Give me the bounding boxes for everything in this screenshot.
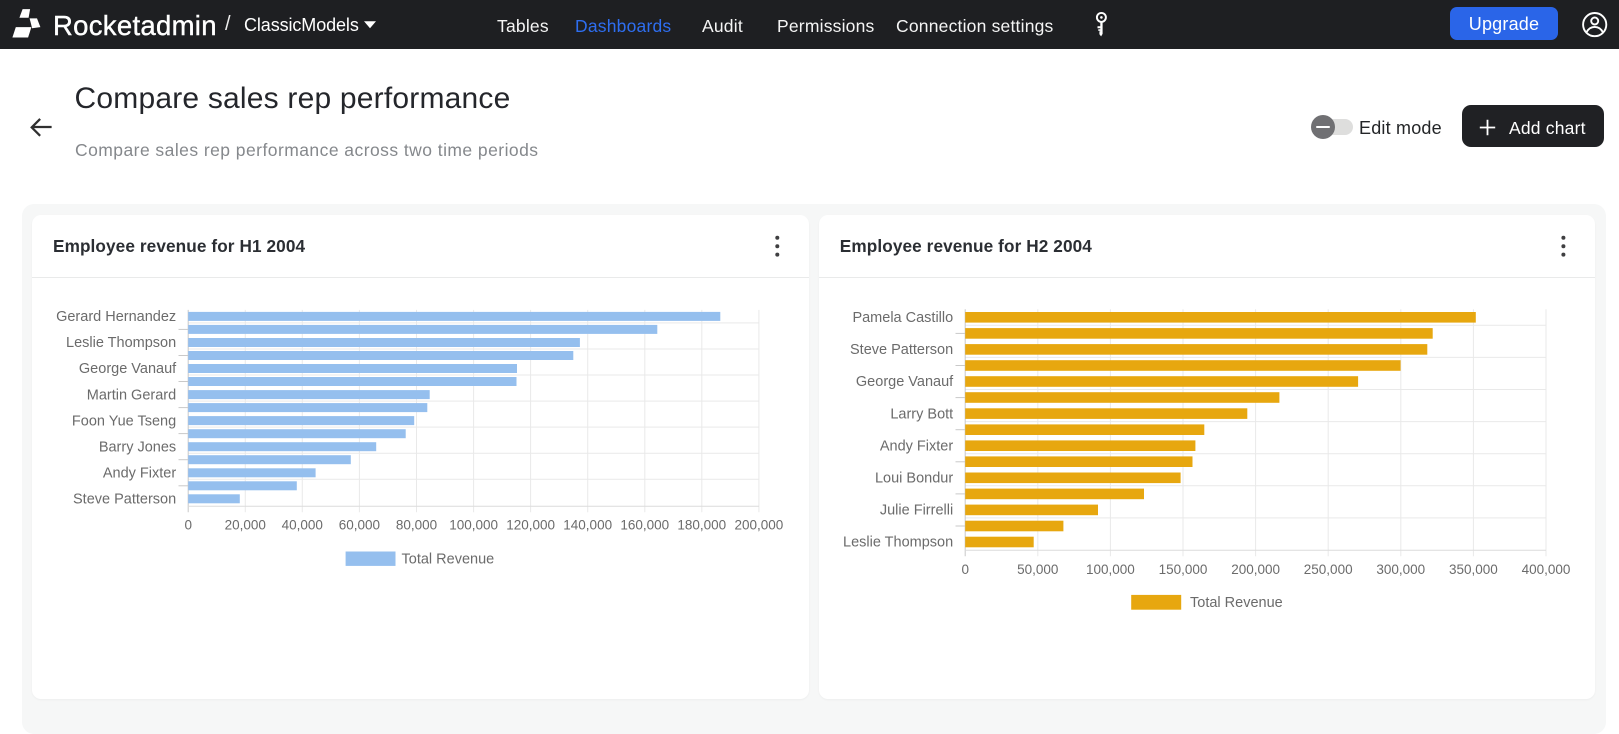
svg-text:100,000: 100,000 [1086,562,1135,577]
svg-text:80,000: 80,000 [396,517,437,532]
svg-text:400,000: 400,000 [1522,562,1571,577]
svg-text:120,000: 120,000 [506,517,555,532]
svg-text:Loui Bondur: Loui Bondur [875,471,953,487]
svg-text:Steve Patterson: Steve Patterson [73,492,176,508]
svg-text:Leslie Thompson: Leslie Thompson [66,335,176,351]
svg-text:Pamela Castillo: Pamela Castillo [852,310,953,326]
svg-text:Andy Fixter: Andy Fixter [880,438,953,454]
svg-text:60,000: 60,000 [339,517,380,532]
svg-text:Gerard Hernandez: Gerard Hernandez [56,309,176,325]
svg-text:0: 0 [184,517,192,532]
svg-text:160,000: 160,000 [620,517,669,532]
svg-text:Total Revenue: Total Revenue [1190,595,1283,611]
svg-text:Larry Bott: Larry Bott [890,406,953,422]
svg-text:20,000: 20,000 [225,517,266,532]
svg-text:200,000: 200,000 [734,517,783,532]
svg-text:Foon Yue Tseng: Foon Yue Tseng [72,413,176,429]
svg-text:350,000: 350,000 [1449,562,1498,577]
svg-text:50,000: 50,000 [1017,562,1058,577]
svg-text:140,000: 140,000 [563,517,612,532]
svg-text:George Vanauf: George Vanauf [856,374,954,390]
svg-text:300,000: 300,000 [1376,562,1425,577]
svg-text:Andy Fixter: Andy Fixter [103,466,176,482]
svg-text:Julie Firrelli: Julie Firrelli [880,503,953,519]
svg-text:180,000: 180,000 [677,517,726,532]
svg-text:Martin Gerard: Martin Gerard [87,387,176,403]
svg-text:0: 0 [961,562,969,577]
svg-text:George Vanauf: George Vanauf [79,361,177,377]
svg-text:100,000: 100,000 [449,517,498,532]
svg-text:40,000: 40,000 [282,517,323,532]
svg-text:200,000: 200,000 [1231,562,1280,577]
svg-text:Steve Patterson: Steve Patterson [850,342,953,358]
svg-text:Barry Jones: Barry Jones [99,439,176,455]
svg-text:Leslie Thompson: Leslie Thompson [843,535,953,551]
svg-text:150,000: 150,000 [1159,562,1208,577]
svg-text:250,000: 250,000 [1304,562,1353,577]
svg-text:Total Revenue: Total Revenue [402,551,495,567]
